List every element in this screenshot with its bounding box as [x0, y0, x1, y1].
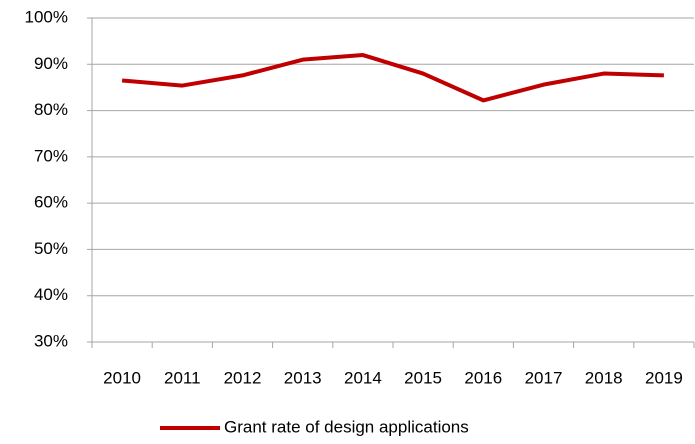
y-tick-label: 80% — [34, 100, 68, 119]
y-tick-label: 70% — [34, 146, 68, 165]
x-tick-label: 2012 — [224, 368, 262, 387]
y-tick-label: 60% — [34, 193, 68, 212]
y-tick-label: 30% — [34, 331, 68, 350]
x-tick-label: 2015 — [404, 368, 442, 387]
x-tick-label: 2014 — [344, 368, 382, 387]
x-tick-label: 2018 — [585, 368, 623, 387]
x-tick-label: 2019 — [645, 368, 683, 387]
y-tick-label: 40% — [34, 285, 68, 304]
x-tick-label: 2013 — [284, 368, 322, 387]
x-tick-label: 2011 — [164, 368, 201, 387]
x-tick-label: 2017 — [525, 368, 563, 387]
y-tick-label: 50% — [34, 239, 68, 258]
x-tick-label: 2010 — [103, 368, 141, 387]
data-line — [121, 53, 664, 103]
y-tick-label: 100% — [25, 7, 68, 26]
x-tick-label: 2016 — [464, 368, 502, 387]
y-tick-label: 90% — [34, 54, 68, 73]
legend-label: Grant rate of design applications — [224, 417, 469, 436]
